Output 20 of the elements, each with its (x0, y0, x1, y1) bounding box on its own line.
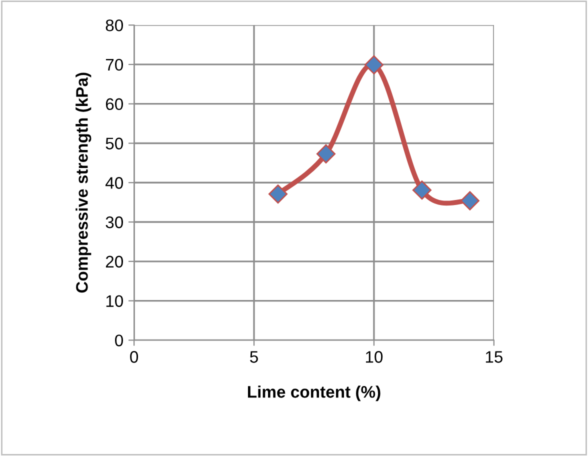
point (412, 180, 432, 200)
x-axis-title: Lime content (%) (248, 386, 380, 402)
y-tick-label: 50 (106, 138, 123, 150)
y-tick-label: 30 (106, 216, 123, 228)
point (268, 184, 288, 204)
x-tick-label: 15 (486, 351, 502, 363)
y-tick-label: 40 (105, 177, 123, 189)
y-axis-title: Compressive strength (kPa) (76, 72, 92, 293)
x-tick-label: 5 (250, 351, 258, 363)
y-tick-label: 10 (106, 295, 123, 307)
point (316, 144, 336, 164)
y-tick-label: 80 (106, 19, 123, 32)
y-tick-label: 0 (115, 334, 123, 346)
y-tick-label: 60 (106, 98, 123, 110)
y-tick-label: 70 (106, 58, 123, 71)
point (364, 55, 384, 74)
point (460, 191, 480, 210)
x-tick-label: 0 (130, 351, 138, 363)
y-tick-label: 20 (106, 256, 123, 268)
x-tick-label: 10 (366, 351, 383, 363)
